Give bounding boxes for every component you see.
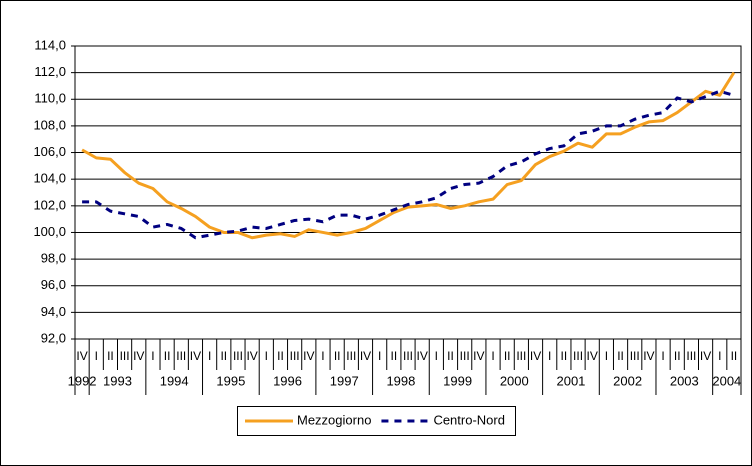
x-tick-label: III [460, 349, 470, 363]
y-tick-label: 100,0 [33, 224, 66, 239]
y-tick-label: 98,0 [41, 251, 66, 266]
series-line [82, 89, 735, 240]
x-tick-label: I [661, 349, 664, 363]
x-tick-label: II [504, 349, 511, 363]
x-tick-label: II [731, 349, 738, 363]
year-label: 1995 [216, 373, 245, 388]
year-label: 1993 [103, 373, 132, 388]
y-tick-label: 102,0 [33, 197, 66, 212]
x-tick-label: III [346, 349, 356, 363]
x-tick-label: III [120, 349, 130, 363]
x-tick-label: II [390, 349, 397, 363]
x-tick-label: III [233, 349, 243, 363]
x-tick-label: II [561, 349, 568, 363]
y-tick-label: 112,0 [34, 64, 66, 79]
x-tick-label: I [321, 349, 324, 363]
x-tick-label: III [403, 349, 413, 363]
x-tick-label: IV [530, 349, 541, 363]
y-tick-label: 104,0 [33, 171, 66, 186]
x-tick-label: III [516, 349, 526, 363]
x-tick-label: IV [76, 349, 87, 363]
x-tick-label: II [334, 349, 341, 363]
x-tick-label: III [686, 349, 696, 363]
x-tick-label: I [491, 349, 494, 363]
x-tick-label: II [674, 349, 681, 363]
y-tick-label: 110,0 [34, 91, 66, 106]
x-tick-label: I [378, 349, 381, 363]
x-tick-label: IV [700, 349, 711, 363]
x-tick-label: IV [643, 349, 654, 363]
legend-label: Centro-Nord [433, 412, 505, 427]
x-tick-label: I [435, 349, 438, 363]
x-tick-label: I [265, 349, 268, 363]
x-tick-label: I [718, 349, 721, 363]
x-tick-label: II [447, 349, 454, 363]
year-label: 1992 [68, 373, 97, 388]
x-tick-label: IV [133, 349, 144, 363]
x-tick-label: IV [416, 349, 427, 363]
year-label: 1999 [443, 373, 472, 388]
x-tick-label: II [220, 349, 227, 363]
x-tick-label: III [290, 349, 300, 363]
x-tick-label: II [277, 349, 284, 363]
y-tick-label: 114,0 [34, 37, 66, 52]
year-label: 1996 [273, 373, 302, 388]
y-tick-label: 92,0 [41, 330, 66, 345]
year-label: 1997 [330, 373, 359, 388]
x-tick-label: II [617, 349, 624, 363]
x-tick-label: I [151, 349, 154, 363]
y-tick-label: 108,0 [33, 117, 66, 132]
year-label: 2000 [500, 373, 529, 388]
x-tick-label: III [573, 349, 583, 363]
x-tick-label: II [164, 349, 171, 363]
year-label: 1998 [386, 373, 415, 388]
y-tick-label: 94,0 [41, 304, 66, 319]
year-label: 2004 [712, 373, 741, 388]
y-tick-label: 96,0 [41, 277, 66, 292]
year-label: 2003 [670, 373, 699, 388]
x-tick-label: IV [303, 349, 314, 363]
x-tick-label: IV [360, 349, 371, 363]
year-label: 2001 [556, 373, 585, 388]
x-tick-label: III [176, 349, 186, 363]
x-tick-label: IV [190, 349, 201, 363]
x-tick-label: II [107, 349, 114, 363]
x-tick-label: I [605, 349, 608, 363]
plot-area [74, 45, 742, 340]
x-tick-label: I [95, 349, 98, 363]
x-tick-label: III [630, 349, 640, 363]
year-label: 2002 [613, 373, 642, 388]
y-tick-label: 106,0 [33, 144, 66, 159]
x-tick-label: I [548, 349, 551, 363]
x-tick-label: IV [473, 349, 484, 363]
x-tick-label: I [208, 349, 211, 363]
legend-label: Mezzogiorno [297, 412, 371, 427]
x-tick-label: IV [246, 349, 257, 363]
x-tick-label: IV [587, 349, 598, 363]
series-line [81, 71, 736, 240]
year-label: 1994 [160, 373, 189, 388]
